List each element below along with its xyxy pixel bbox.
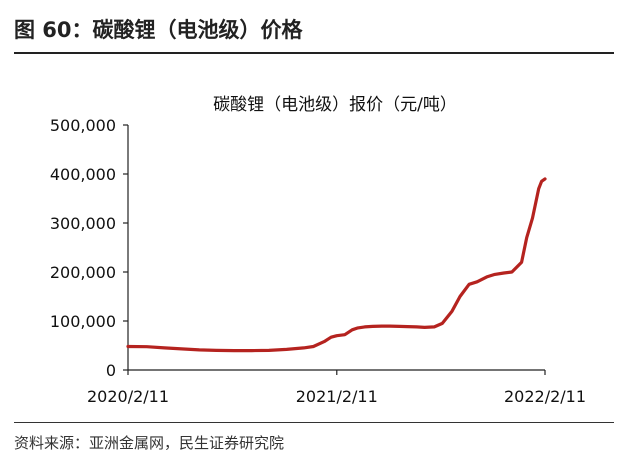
source-rule [14,422,614,423]
source-note: 资料来源：亚洲金属网，民生证券研究院 [14,434,285,452]
title-rule [14,52,614,54]
y-tick-label: 100,000 [50,312,116,331]
x-tick-label: 2022/2/11 [504,387,586,406]
y-tick-label: 300,000 [50,214,116,233]
x-tick-label: 2021/2/11 [296,387,378,406]
figure-title: 图 60：碳酸锂（电池级）价格 [14,18,303,42]
y-tick-label: 400,000 [50,165,116,184]
y-tick-label: 200,000 [50,263,116,282]
y-tick-label: 0 [106,361,116,380]
chart-title: 碳酸锂（电池级）报价（元/吨） [213,95,457,115]
y-tick-label: 500,000 [50,116,116,135]
x-tick-label: 2020/2/11 [87,387,169,406]
price-series-line [126,177,547,353]
